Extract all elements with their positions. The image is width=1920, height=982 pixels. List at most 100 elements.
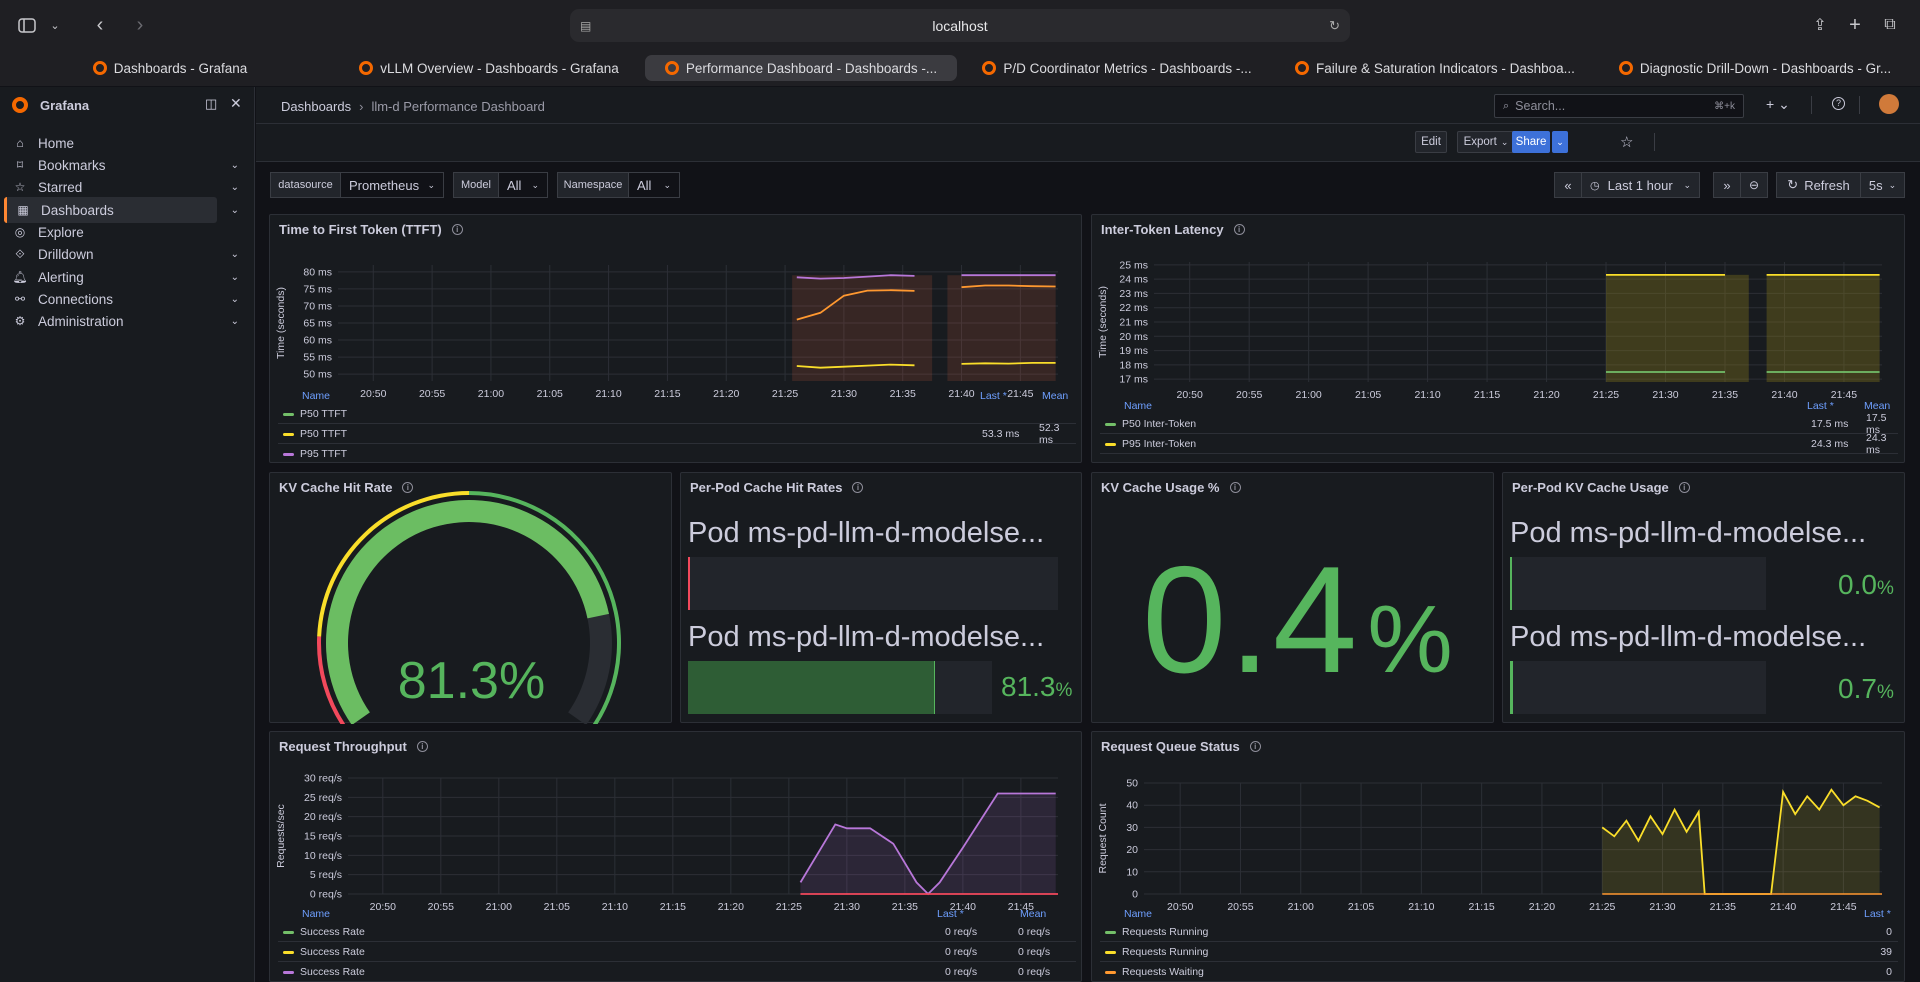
chevron-down-icon[interactable]: ⌄ bbox=[230, 315, 239, 327]
y-tick-label: 25 req/s bbox=[304, 792, 342, 804]
y-axis-label: Time (seconds) bbox=[1097, 286, 1109, 358]
series-color-swatch bbox=[1105, 930, 1116, 934]
zoom-out-icon[interactable]: ⊖ bbox=[1740, 172, 1768, 198]
sidebar-item-bookmarks[interactable]: ⌑ Bookmarks ⌄ bbox=[4, 152, 239, 178]
chevron-down-icon[interactable]: ⌄ bbox=[230, 181, 239, 193]
chevron-down-icon[interactable]: ⌄ bbox=[230, 271, 239, 283]
legend-header-name[interactable]: Name bbox=[1124, 908, 1153, 920]
chevron-down-icon[interactable]: ⌄ bbox=[230, 204, 239, 216]
time-range-picker[interactable]: ◷ Last 1 hour ⌄ bbox=[1581, 172, 1700, 198]
share-options-chevron-icon[interactable]: ⌄ bbox=[1552, 131, 1568, 153]
add-icon[interactable]: + ⌄ bbox=[1766, 96, 1790, 112]
search-input[interactable]: ⌕ Search... ⌘+k bbox=[1494, 94, 1744, 118]
sidebar-item-dashboards[interactable]: ▦ Dashboards ⌄ bbox=[4, 197, 239, 223]
legend-row[interactable]: P95 TTFT bbox=[278, 445, 1076, 459]
sidebar-item-connections[interactable]: ⚯ Connections ⌄ bbox=[4, 286, 239, 312]
info-icon[interactable]: i bbox=[1229, 482, 1241, 493]
help-icon[interactable]: ? bbox=[1832, 97, 1845, 110]
browser-tab[interactable]: Dashboards - Grafana bbox=[10, 55, 330, 81]
legend-row[interactable]: P95 Inter-Token 24.3 ms 24.3 ms bbox=[1100, 432, 1898, 456]
time-shift-back-icon[interactable]: « bbox=[1554, 172, 1582, 198]
legend-header-mean[interactable]: Mean bbox=[1042, 390, 1069, 402]
chevron-down-icon[interactable]: ⌄ bbox=[230, 293, 239, 305]
tab-overview-icon[interactable]: ⧉ bbox=[1884, 16, 1896, 33]
model-select[interactable]: All ⌄ bbox=[498, 172, 548, 198]
breadcrumb-dashboards[interactable]: Dashboards bbox=[281, 99, 352, 114]
legend-header-mean[interactable]: Mean bbox=[1864, 400, 1891, 412]
legend-header-name[interactable]: Name bbox=[302, 908, 331, 920]
legend-row[interactable]: P50 TTFT bbox=[278, 405, 1076, 424]
address-bar[interactable]: ▤ localhost ↻ bbox=[570, 9, 1350, 42]
sidebar-item-starred[interactable]: ☆ Starred ⌄ bbox=[4, 174, 239, 200]
legend-row[interactable]: Requests Waiting 0 bbox=[1100, 963, 1898, 977]
legend-row[interactable]: Requests Running 0 bbox=[1100, 923, 1898, 942]
info-icon[interactable]: i bbox=[1233, 224, 1245, 235]
x-tick-label: 20:55 bbox=[1227, 901, 1253, 912]
info-icon[interactable]: i bbox=[852, 482, 864, 493]
chevron-down-icon: ⌄ bbox=[531, 179, 539, 190]
info-icon[interactable]: i bbox=[1678, 482, 1690, 493]
refresh-interval-select[interactable]: 5s ⌄ bbox=[1860, 172, 1905, 198]
legend-row[interactable]: Success Rate 0 req/s 0 req/s bbox=[278, 923, 1076, 942]
share-icon[interactable]: ⇪ bbox=[1813, 17, 1827, 34]
share-button[interactable]: Share bbox=[1512, 131, 1550, 153]
legend-header-name[interactable]: Name bbox=[302, 390, 331, 402]
refresh-button[interactable]: ↻ Refresh bbox=[1776, 172, 1861, 198]
legend-row[interactable]: Success Rate 0 req/s 0 req/s bbox=[278, 963, 1076, 977]
sidebar-item-label: Starred bbox=[38, 179, 83, 195]
pod-name: Pod ms-pd-llm-d-modelse... bbox=[688, 621, 1045, 653]
chevron-down-icon[interactable]: ⌄ bbox=[230, 159, 239, 171]
pod-bar-track bbox=[1510, 557, 1766, 610]
chevron-down-icon: ⌄ bbox=[427, 179, 435, 190]
sidebar-item-label: Alerting bbox=[38, 269, 84, 285]
legend-header-last[interactable]: Last * bbox=[1807, 400, 1834, 412]
namespace-variable-label: Namespace bbox=[557, 172, 629, 198]
browser-tab[interactable]: vLLM Overview - Dashboards - Grafana bbox=[330, 55, 648, 81]
legend-header-last[interactable]: Last * bbox=[1864, 908, 1891, 920]
dock-menu-icon[interactable]: ◫ bbox=[205, 96, 218, 111]
browser-tab[interactable]: P/D Coordinator Metrics - Dashboards -..… bbox=[960, 55, 1274, 81]
legend-header-mean[interactable]: Mean bbox=[1020, 908, 1047, 920]
legend-row[interactable]: Success Rate 0 req/s 0 req/s bbox=[278, 943, 1076, 962]
time-shift-forward-icon[interactable]: » bbox=[1713, 172, 1741, 198]
chevron-down-icon[interactable]: ⌄ bbox=[230, 248, 239, 260]
info-icon[interactable]: i bbox=[402, 482, 414, 493]
browser-tab[interactable]: Diagnostic Drill-Down - Dashboards - Gr.… bbox=[1596, 55, 1914, 81]
sidebar-item-explore[interactable]: ◎ Explore bbox=[4, 219, 217, 245]
edit-button[interactable]: Edit bbox=[1415, 131, 1447, 153]
info-icon[interactable]: i bbox=[1249, 741, 1261, 752]
info-icon[interactable]: i bbox=[416, 741, 428, 752]
sidebar-item-administration[interactable]: ⚙ Administration ⌄ bbox=[4, 308, 239, 334]
browser-tab[interactable]: Failure & Saturation Indicators - Dashbo… bbox=[1276, 55, 1594, 81]
legend-row[interactable]: P50 TTFT 53.3 ms 52.3 ms bbox=[278, 422, 1076, 446]
grafana-logo-icon[interactable] bbox=[12, 97, 28, 113]
sidebar-item-drilldown[interactable]: ⟐ Drilldown ⌄ bbox=[4, 241, 239, 267]
divider bbox=[1811, 96, 1812, 114]
legend-row[interactable]: Requests Running 39 bbox=[1100, 943, 1898, 962]
site-settings-icon[interactable]: ▤ bbox=[580, 18, 592, 33]
legend-row[interactable]: P50 Inter-Token 17.5 ms 17.5 ms bbox=[1100, 412, 1898, 436]
y-tick-label: 23 ms bbox=[1119, 288, 1148, 300]
forward-icon[interactable]: › bbox=[136, 13, 144, 36]
sidebar-item-alerting[interactable]: 🔔︎ Alerting ⌄ bbox=[4, 264, 239, 290]
chevron-down-icon[interactable]: ⌄ bbox=[50, 19, 60, 32]
namespace-select[interactable]: All ⌄ bbox=[628, 172, 680, 198]
x-tick-label: 21:30 bbox=[834, 901, 860, 912]
reload-icon[interactable]: ↻ bbox=[1329, 17, 1340, 33]
throughput-title: Request Throughput bbox=[279, 739, 407, 754]
avatar[interactable] bbox=[1879, 94, 1899, 114]
export-button[interactable]: Export ⌄ bbox=[1457, 131, 1515, 153]
legend-header-last[interactable]: Last * bbox=[980, 390, 1007, 402]
browser-tab-active[interactable]: Performance Dashboard - Dashboards -... bbox=[645, 55, 957, 81]
back-icon[interactable]: ‹ bbox=[96, 13, 104, 36]
legend-header-name[interactable]: Name bbox=[1124, 400, 1153, 412]
datasource-select[interactable]: Prometheus ⌄ bbox=[340, 172, 444, 198]
close-icon[interactable]: ✕ bbox=[230, 95, 242, 111]
info-icon[interactable]: i bbox=[451, 224, 463, 235]
sidebar-toggle-icon[interactable] bbox=[16, 14, 38, 36]
star-icon[interactable]: ☆ bbox=[1620, 134, 1634, 151]
sidebar-item-home[interactable]: ⌂ Home bbox=[4, 130, 217, 156]
series-color-swatch bbox=[283, 432, 294, 436]
legend-header-last[interactable]: Last * bbox=[937, 908, 964, 920]
new-tab-icon[interactable]: + bbox=[1849, 13, 1861, 36]
